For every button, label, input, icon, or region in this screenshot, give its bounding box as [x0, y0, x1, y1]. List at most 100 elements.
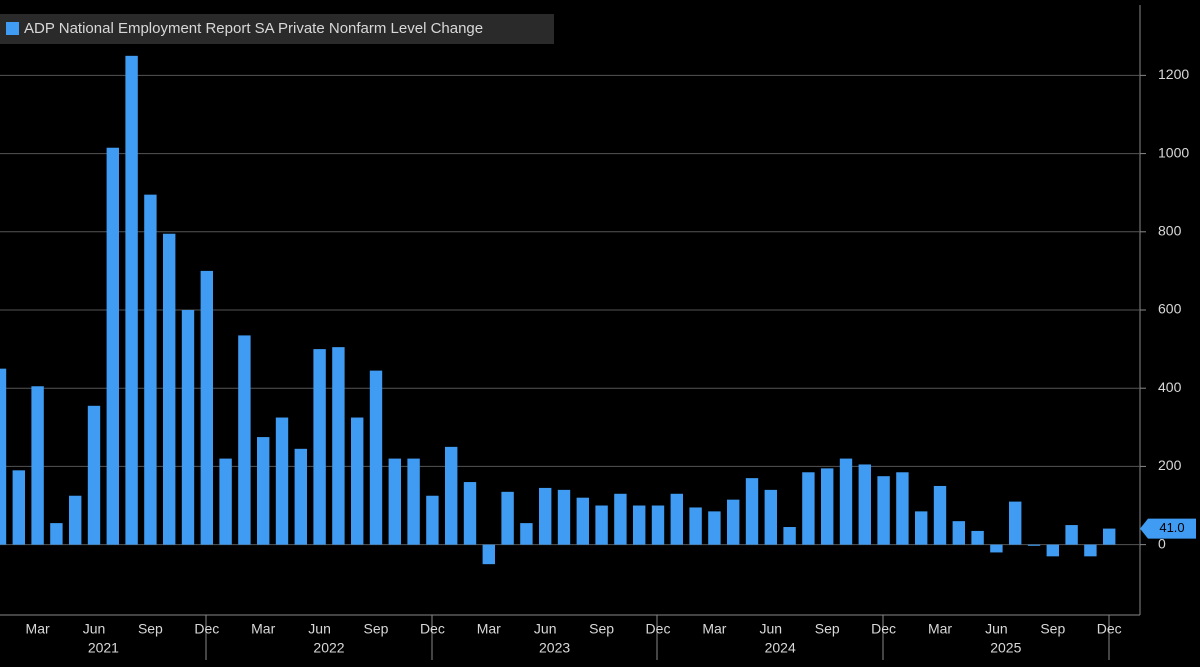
bar: [689, 507, 702, 545]
bar: [1065, 525, 1078, 545]
year-separators: [205, 615, 1110, 660]
y-tick-label: 1200: [1158, 66, 1189, 82]
bar: [388, 458, 401, 545]
legend-box: [0, 14, 554, 44]
bar: [31, 386, 44, 545]
value-label-tag: [1140, 518, 1196, 539]
x-tick-label: Sep: [589, 621, 614, 637]
y-tick-label: 1000: [1158, 144, 1189, 160]
bar: [1103, 528, 1116, 545]
bar: [163, 233, 176, 545]
bar: [576, 497, 589, 545]
bar: [915, 511, 928, 545]
bar: [238, 335, 251, 545]
bar: [219, 458, 232, 545]
bar: [87, 405, 101, 545]
y-tick-label: 400: [1158, 379, 1182, 395]
year-label: 2024: [765, 640, 796, 656]
x-tick-label: Mar: [702, 621, 726, 637]
bar: [463, 482, 477, 545]
bar: [144, 194, 157, 545]
x-tick-label: Dec: [871, 621, 896, 637]
y-tick-label: 200: [1158, 457, 1182, 473]
x-tick-label: Dec: [194, 621, 219, 637]
bar: [858, 464, 871, 545]
bar: [332, 347, 345, 545]
x-tick-label: Jun: [985, 621, 1008, 637]
bar: [294, 448, 307, 545]
x-tick-label: Sep: [138, 621, 163, 637]
x-tick-label: Sep: [815, 621, 840, 637]
bar: [0, 368, 7, 545]
bar: [896, 472, 909, 545]
year-label: 2025: [990, 640, 1021, 656]
x-tick-label: Jun: [760, 621, 783, 637]
bar: [633, 505, 646, 545]
bar: [764, 489, 777, 545]
year-label: 2022: [313, 640, 344, 656]
bar: [595, 505, 608, 545]
x-tick-label: Mar: [251, 621, 275, 637]
bar: [12, 470, 25, 545]
bar: [50, 523, 63, 545]
bar: [445, 446, 458, 545]
year-label: 2021: [88, 640, 119, 656]
bar: [106, 147, 119, 545]
x-tick-label: Sep: [1040, 621, 1065, 637]
bar: [539, 487, 552, 545]
y-tick-label: 600: [1158, 301, 1182, 317]
y-tick-label: 800: [1158, 222, 1182, 238]
bar: [181, 310, 195, 545]
bar: [933, 485, 947, 545]
bar: [670, 493, 683, 545]
bar: [520, 523, 533, 545]
bar: [783, 527, 796, 545]
x-tick-label: Jun: [308, 621, 331, 637]
x-tick-label: Dec: [420, 621, 445, 637]
year-label: 2023: [539, 640, 570, 656]
bar: [971, 530, 984, 545]
bar: [351, 417, 364, 545]
bar: [745, 478, 759, 545]
value-label: 41.0: [1159, 520, 1184, 535]
bar: [802, 472, 815, 545]
bar: [708, 511, 721, 545]
bar: [1027, 544, 1041, 546]
x-tick-label: Mar: [928, 621, 952, 637]
bar: [839, 458, 853, 545]
x-tick-label: Mar: [26, 621, 50, 637]
bar: [1046, 544, 1059, 557]
bar: [501, 491, 514, 545]
bar: [821, 468, 834, 545]
bar: [557, 489, 571, 545]
x-tick-label: Jun: [83, 621, 106, 637]
bar: [1084, 544, 1097, 557]
legend-swatch: [6, 22, 19, 35]
bar: [651, 505, 665, 545]
x-tick-label: Sep: [364, 621, 389, 637]
x-tick-label: Dec: [1097, 621, 1122, 637]
bar: [1009, 501, 1022, 545]
bar: [200, 270, 213, 545]
bar: [952, 521, 965, 545]
x-tick-label: Dec: [646, 621, 671, 637]
x-tick-label: Mar: [477, 621, 501, 637]
bar: [407, 458, 420, 545]
y-tick-label: 0: [1158, 535, 1166, 551]
bar: [69, 495, 82, 545]
bar: [313, 349, 326, 545]
bar: [614, 493, 627, 545]
bar: [369, 370, 383, 545]
bar: [877, 476, 890, 545]
bar: [125, 55, 138, 545]
legend-label: ADP National Employment Report SA Privat…: [24, 20, 483, 37]
x-tick-label: Jun: [534, 621, 557, 637]
bar: [426, 495, 439, 545]
bar: [727, 499, 740, 545]
bar: [990, 544, 1003, 553]
bars: [0, 55, 1116, 565]
bar: [257, 437, 270, 545]
bar: [482, 544, 495, 565]
